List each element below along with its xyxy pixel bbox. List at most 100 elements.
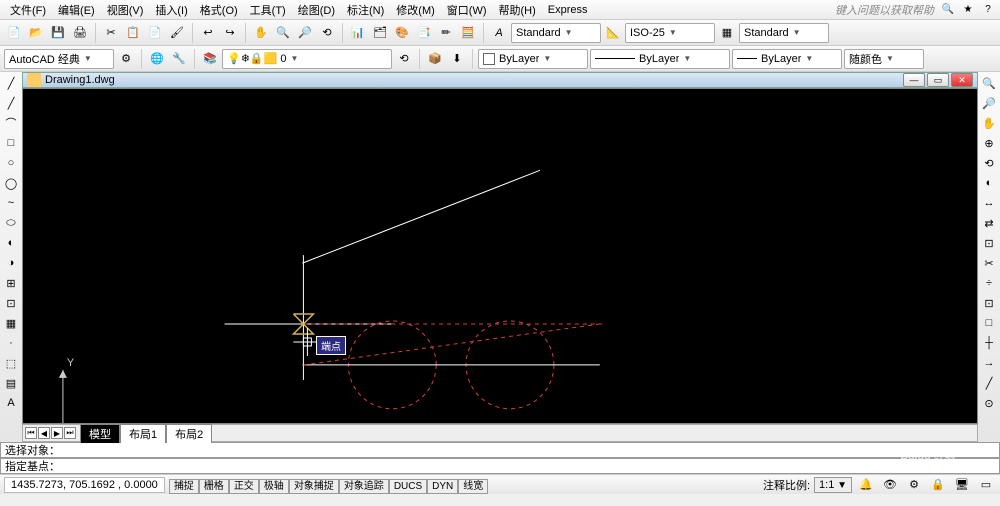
status-toggle-5[interactable]: 对象追踪 [339, 479, 389, 494]
ws-switch-icon[interactable]: ⚙ [904, 475, 924, 495]
textstyle-a-icon[interactable]: A [489, 23, 509, 43]
menu-express[interactable]: Express [542, 2, 594, 18]
block-icon[interactable]: 📦 [425, 49, 445, 69]
tablestyle-icon[interactable]: ▦ [717, 23, 737, 43]
modify-tool-11[interactable]: ⊡ [980, 294, 998, 312]
menu-format[interactable]: 格式(O) [194, 0, 244, 20]
props-icon[interactable]: 📊 [348, 23, 368, 43]
sheet-icon[interactable]: 📑 [414, 23, 434, 43]
hardware-icon[interactable]: 🖥 [952, 475, 972, 495]
draw-tool-9[interactable]: ◑ [2, 254, 20, 272]
annoscale-icon[interactable]: 🔔 [856, 475, 876, 495]
menu-file[interactable]: 文件(F) [4, 0, 52, 20]
copy-icon[interactable]: 📋 [123, 23, 143, 43]
zoomprev-icon[interactable]: ⟲ [317, 23, 337, 43]
maximize-button[interactable]: ▭ [927, 73, 949, 87]
tab-model[interactable]: 模型 [80, 424, 120, 443]
draw-tool-15[interactable]: ▤ [2, 374, 20, 392]
modify-tool-2[interactable]: ✋ [980, 114, 998, 132]
modify-tool-12[interactable]: □ [980, 314, 998, 332]
star-icon[interactable]: ★ [960, 2, 976, 18]
draw-tool-0[interactable]: ╱ [2, 74, 20, 92]
draw-tool-16[interactable]: A [2, 394, 20, 412]
text-style-dropdown[interactable]: Standard▼ [511, 23, 601, 43]
table-style-dropdown[interactable]: Standard▼ [739, 23, 829, 43]
modify-tool-16[interactable]: ⊙ [980, 394, 998, 412]
draw-tool-7[interactable]: ⬭ [2, 214, 20, 232]
status-toggle-1[interactable]: 栅格 [199, 479, 229, 494]
status-toggle-7[interactable]: DYN [427, 479, 458, 494]
pan-icon[interactable]: ✋ [251, 23, 271, 43]
ws-settings-icon[interactable]: ⚙ [116, 49, 136, 69]
draw-tool-12[interactable]: ▦ [2, 314, 20, 332]
redo-icon[interactable]: ↪ [220, 23, 240, 43]
coordinates-display[interactable]: 1435.7273, 705.1692 , 0.0000 [4, 477, 165, 493]
status-toggle-2[interactable]: 正交 [229, 479, 259, 494]
status-toggle-0[interactable]: 捕捉 [169, 479, 199, 494]
undo-icon[interactable]: ↩ [198, 23, 218, 43]
help-icon[interactable]: ? [980, 2, 996, 18]
linetype-dropdown[interactable]: ByLayer▼ [590, 49, 730, 69]
calc-icon[interactable]: 🧮 [458, 23, 478, 43]
help-search-hint[interactable]: 键入问题以获取帮助 [835, 2, 940, 18]
modify-tool-13[interactable]: ┼ [980, 334, 998, 352]
tab-prev-icon[interactable]: ◀ [38, 427, 50, 439]
match-icon[interactable]: 🖌 [167, 23, 187, 43]
layer-props-icon[interactable]: 📚 [200, 49, 220, 69]
modify-tool-7[interactable]: ⇄ [980, 214, 998, 232]
tab-next-icon[interactable]: ▶ [51, 427, 63, 439]
draw-tool-11[interactable]: ⊡ [2, 294, 20, 312]
annotation-scale-dropdown[interactable]: 1:1 ▼ [814, 477, 852, 493]
tab-last-icon[interactable]: ⏭ [64, 427, 76, 439]
draw-tool-14[interactable]: ⬚ [2, 354, 20, 372]
cut-icon[interactable]: ✂ [101, 23, 121, 43]
minimize-button[interactable]: — [903, 73, 925, 87]
open-icon[interactable]: 📂 [26, 23, 46, 43]
plotstyle-dropdown[interactable]: 随颜色▼ [844, 49, 924, 69]
modify-tool-0[interactable]: 🔍 [980, 74, 998, 92]
model-canvas[interactable]: XY 端点 [22, 88, 978, 424]
draw-tool-2[interactable]: ⌒ [2, 114, 20, 132]
menu-insert[interactable]: 插入(I) [149, 0, 193, 20]
layer-prev-icon[interactable]: ⟲ [394, 49, 414, 69]
draw-tool-10[interactable]: ⊞ [2, 274, 20, 292]
insert-icon[interactable]: ⬇ [447, 49, 467, 69]
save-icon[interactable]: 💾 [48, 23, 68, 43]
menu-window[interactable]: 窗口(W) [441, 0, 493, 20]
search-icon[interactable]: 🔍 [940, 2, 956, 18]
print-icon[interactable]: 🖨 [70, 23, 90, 43]
menu-dimension[interactable]: 标注(N) [341, 0, 390, 20]
close-button[interactable]: ✕ [951, 73, 973, 87]
lock-icon[interactable]: 🔒 [928, 475, 948, 495]
draw-tool-6[interactable]: ~ [2, 194, 20, 212]
zoom-icon[interactable]: 🔍 [273, 23, 293, 43]
annovis-icon[interactable]: 👁 [880, 475, 900, 495]
draw-tool-8[interactable]: ◐ [2, 234, 20, 252]
clean-icon[interactable]: ▭ [976, 475, 996, 495]
explorer-icon[interactable]: 🌐 [147, 49, 167, 69]
menu-edit[interactable]: 编辑(E) [52, 0, 101, 20]
status-toggle-3[interactable]: 极轴 [259, 479, 289, 494]
modify-tool-9[interactable]: ✂ [980, 254, 998, 272]
command-input[interactable]: 指定基点： [0, 458, 1000, 474]
menu-view[interactable]: 视图(V) [101, 0, 150, 20]
draw-tool-5[interactable]: ◯ [2, 174, 20, 192]
modify-tool-6[interactable]: ↔ [980, 194, 998, 212]
menu-modify[interactable]: 修改(M) [390, 0, 441, 20]
paste-icon[interactable]: 📄 [145, 23, 165, 43]
menu-help[interactable]: 帮助(H) [493, 0, 542, 20]
draw-tool-13[interactable]: · [2, 334, 20, 352]
modify-tool-8[interactable]: ⊡ [980, 234, 998, 252]
modify-tool-14[interactable]: → [980, 354, 998, 372]
toolpal-icon[interactable]: 🎨 [392, 23, 412, 43]
status-toggle-8[interactable]: 线宽 [458, 479, 488, 494]
tab-layout1[interactable]: 布局1 [120, 424, 166, 443]
dim-style-dropdown[interactable]: ISO-25▼ [625, 23, 715, 43]
draw-tool-3[interactable]: □ [2, 134, 20, 152]
tab-layout2[interactable]: 布局2 [166, 424, 212, 443]
new-icon[interactable]: 📄 [4, 23, 24, 43]
modify-tool-3[interactable]: ⊕ [980, 134, 998, 152]
workspace-dropdown[interactable]: AutoCAD 经典▼ [4, 49, 114, 69]
draw-tool-1[interactable]: ╱ [2, 94, 20, 112]
modify-tool-5[interactable]: ◐ [980, 174, 998, 192]
